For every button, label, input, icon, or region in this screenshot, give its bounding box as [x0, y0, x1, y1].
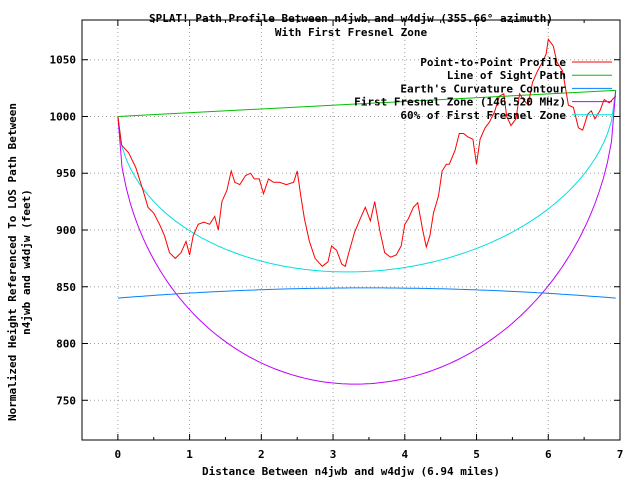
x-tick-label: 4: [401, 448, 408, 461]
y-tick-label: 950: [56, 167, 76, 180]
tick-labels: 0 1 2 3 4 5 6 7 750 800 850 900 950 1000 1050: [50, 54, 624, 461]
x-tick-label: 6: [545, 448, 552, 461]
y-axis-label-line1: Normalized Height Referenced To LOS Path…: [6, 103, 19, 421]
legend-label: Earth's Curvature Contour: [400, 82, 566, 95]
chart-title: SPLAT! Path Profile Between n4jwb and w4…: [149, 12, 553, 25]
y-tick-label: 1000: [50, 110, 77, 123]
x-tick-label: 7: [617, 448, 624, 461]
x-axis-label: Distance Between n4jwb and w4djw (6.94 m…: [202, 465, 500, 478]
y-tick-label: 800: [56, 338, 76, 351]
series-line-line-of-sight-path: [117, 89, 616, 117]
y-tick-label: 1050: [50, 54, 77, 67]
x-tick-label: 1: [186, 448, 193, 461]
y-tick-label: 900: [56, 224, 76, 237]
series-line-earth-s-curvature-contour: [117, 287, 616, 299]
x-tick-label: 5: [473, 448, 480, 461]
series-line-60-of-first-fresnel-zone: [117, 90, 617, 273]
y-axis-label-line2: n4jwb and w4djw (feet): [20, 189, 33, 335]
series-line-first-fresnel-zone-146-520-mhz: [117, 90, 617, 385]
legend-label: 60% of First Fresnel Zone: [400, 109, 566, 122]
x-tick-label: 3: [330, 448, 337, 461]
series-line-point-to-point-profile: [117, 38, 617, 268]
x-tick-label: 2: [258, 448, 265, 461]
legend-label: Line of Sight Path: [447, 69, 566, 82]
chart-subtitle: With First Fresnel Zone: [275, 26, 428, 39]
legend-label: First Fresnel Zone (146.520 MHz): [354, 96, 566, 109]
y-tick-label: 850: [56, 281, 76, 294]
ticks: [81, 20, 621, 440]
legend-label: Point-to-Point Profile: [420, 56, 566, 69]
grid: [82, 20, 621, 440]
series-group: [117, 38, 617, 385]
x-tick-label: 0: [115, 448, 122, 461]
y-tick-label: 750: [56, 394, 76, 407]
